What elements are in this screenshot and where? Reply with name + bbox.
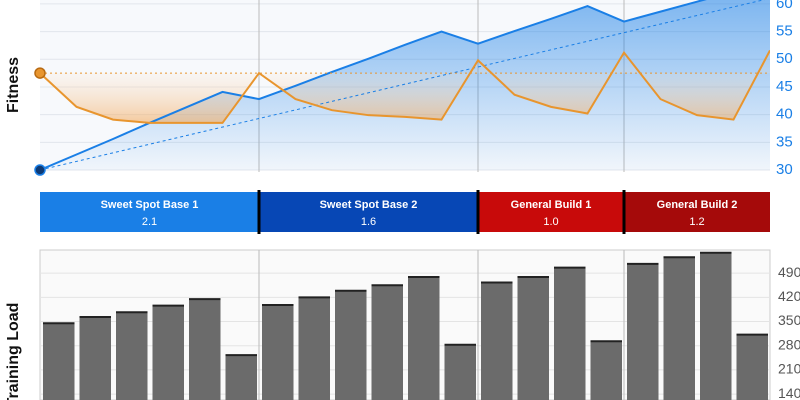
plot (40, 0, 770, 171)
phase-name: General Build 2 (657, 199, 738, 211)
bar (152, 305, 184, 400)
y-tick-label: 140 (778, 385, 800, 400)
bar (116, 312, 148, 400)
y-tick-label: 35 (776, 133, 793, 150)
bar (408, 276, 440, 400)
axis-label: Fitness (5, 57, 22, 113)
bar (335, 290, 367, 400)
phase-name: Sweet Spot Base 2 (320, 199, 418, 211)
axis-label: Training Load (5, 303, 22, 400)
phase-band (40, 192, 259, 232)
bar (225, 355, 257, 400)
y-tick-label: 40 (776, 106, 793, 123)
phase-band (478, 192, 624, 232)
bar (590, 341, 622, 400)
bar (371, 285, 403, 400)
bar (517, 276, 549, 400)
plot-bg (39, 249, 771, 400)
area (40, 50, 770, 123)
bar (189, 299, 221, 400)
y-tick-label: 420 (778, 288, 800, 304)
y-tick-label: 490 (778, 264, 800, 280)
bar (444, 344, 476, 400)
y-tick-label: 280 (778, 336, 800, 352)
phase-value: 1.6 (361, 216, 376, 228)
y-tick-label: 60 (776, 0, 793, 12)
y-tick-label: 50 (776, 50, 793, 67)
phase-name: General Build 1 (511, 199, 592, 211)
phase-band (259, 192, 478, 232)
line (40, 0, 707, 171)
start-marker (34, 164, 46, 176)
bar (298, 297, 330, 400)
bar (79, 317, 111, 400)
phase-value: 1.0 (543, 216, 558, 228)
bar (554, 267, 586, 400)
bar (481, 282, 513, 400)
phase-name: Sweet Spot Base 1 (101, 199, 199, 211)
phase-value: 1.2 (689, 216, 704, 228)
phase-band (624, 192, 770, 232)
bar (663, 257, 695, 400)
bar (736, 334, 768, 400)
start-marker (34, 67, 46, 79)
y-tick-label: 210 (778, 361, 800, 377)
bar (43, 323, 75, 400)
trend-line (40, 0, 766, 171)
bar (627, 263, 659, 400)
y-tick-label: 55 (776, 23, 793, 40)
y-tick-label: 30 (776, 161, 793, 178)
bar (262, 304, 294, 400)
line (40, 49, 770, 124)
y-tick-label: 350 (778, 312, 800, 328)
y-tick-label: 45 (776, 78, 793, 95)
bar (700, 252, 732, 400)
phase-value: 2.1 (142, 216, 157, 228)
